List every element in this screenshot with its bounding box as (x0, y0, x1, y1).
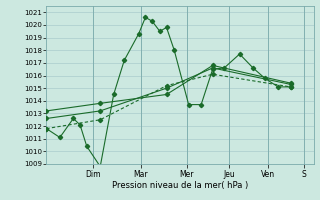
X-axis label: Pression niveau de la mer( hPa ): Pression niveau de la mer( hPa ) (112, 181, 248, 190)
